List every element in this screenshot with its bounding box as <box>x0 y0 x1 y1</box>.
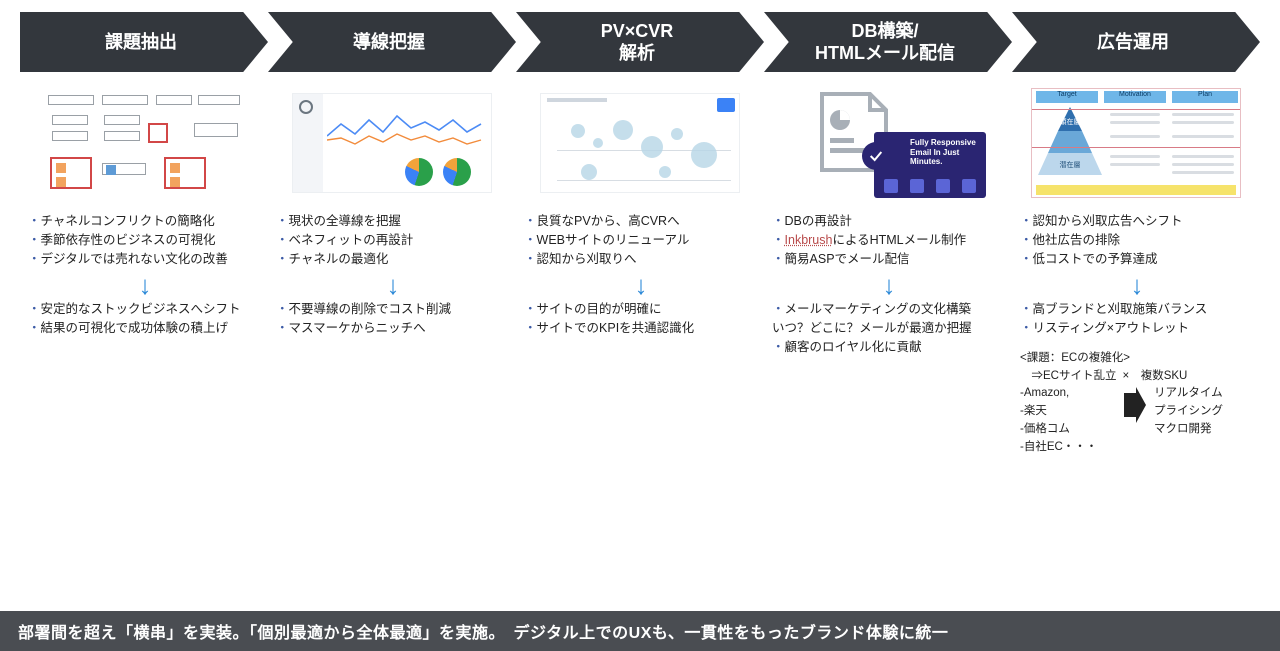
extra-item: -Amazon, <box>1020 385 1116 403</box>
bullet: 季節依存性のビジネスの可視化 <box>28 231 262 250</box>
bullet: 不要導線の削除でコスト削減 <box>276 300 510 319</box>
bullet: 簡易ASPでメール配信 <box>772 250 1006 269</box>
bullet: マスマーケからニッチへ <box>276 319 510 338</box>
col-header: Plan <box>1172 91 1238 98</box>
extra-item: マクロ開発 <box>1154 421 1223 439</box>
stage-2-content: 現状の全導線を把握 ベネフィットの再設計 チャネルの最適化 ↓ 不要導線の削除で… <box>268 212 516 338</box>
stage-4: DB構築/ HTMLメール配信 Fully ResponsiveEmail In… <box>764 12 1012 457</box>
bullet: 認知から刈取りへ <box>524 250 758 269</box>
footer-bar: 部署間を超え「横串」を実装。「個別最適から全体最適」を実施。 デジタル上でのUX… <box>0 611 1280 651</box>
extra-item: -価格コム <box>1020 421 1116 439</box>
svg-text:潜在層: 潜在層 <box>1060 160 1081 169</box>
stage-1-thumb <box>39 88 249 198</box>
bullet: 現状の全導線を把握 <box>276 212 510 231</box>
arrow-down-icon: ↓ <box>772 272 1006 298</box>
search-icon <box>717 98 735 112</box>
stage-4-content: DBの再設計 InkbrushによるHTMLメール制作 簡易ASPでメール配信 … <box>764 212 1012 357</box>
stage-2: 導線把握 現状の全導線を把握 ベネフィットの再設計 チャネルの最適化 ↓ <box>268 12 516 457</box>
stage-1-content: チャネルコンフリクトの簡略化 季節依存性のビジネスの可視化 デジタルでは売れない… <box>20 212 268 338</box>
stage-5: 広告運用 Target Motivation Plan 顕在層 潜在層 <box>1012 12 1260 457</box>
arrow-down-icon: ↓ <box>1020 272 1254 298</box>
stage-3: PV×CVR 解析 良質なPVから、高CVRへ WEBサイトのリニュー <box>516 12 764 457</box>
bullet: リスティング×アウトレット <box>1020 319 1254 338</box>
stage-2-title: 導線把握 <box>268 12 498 72</box>
bullet: メールマーケティングの文化構築 <box>772 300 1006 319</box>
extra-item: リアルタイム <box>1154 385 1223 403</box>
chevron-1: 課題抽出 <box>20 12 268 72</box>
extra-line: × 複数SKU <box>1122 368 1187 386</box>
bullet: 高ブランドと刈取施策バランス <box>1020 300 1254 319</box>
extra-item: プライシング <box>1154 403 1223 421</box>
col-header: Motivation <box>1104 91 1166 98</box>
arrow-down-icon: ↓ <box>524 272 758 298</box>
gear-icon <box>299 100 313 114</box>
bullet: 安定的なストックビジネスへシフト <box>28 300 262 319</box>
email-preview: Fully ResponsiveEmail In Just Minutes. <box>874 132 986 198</box>
stage-5-title: 広告運用 <box>1012 12 1242 72</box>
bullet: WEBサイトのリニューアル <box>524 231 758 250</box>
bullet: チャネルの最適化 <box>276 250 510 269</box>
extra-heading: <課題：ECの複雑化> <box>1020 350 1254 368</box>
stage-1-top-bullets: チャネルコンフリクトの簡略化 季節依存性のビジネスの可視化 デジタルでは売れない… <box>28 212 262 268</box>
stage-4-thumb: Fully ResponsiveEmail In Just Minutes. <box>783 88 993 198</box>
bullet: 結果の可視化で成功体験の積上げ <box>28 319 262 338</box>
chevron-2: 導線把握 <box>268 12 516 72</box>
svg-text:顕在層: 顕在層 <box>1060 117 1081 126</box>
arrow-down-icon: ↓ <box>28 272 262 298</box>
chevron-5: 広告運用 <box>1012 12 1260 72</box>
arrow-down-icon: ↓ <box>276 272 510 298</box>
check-icon <box>862 142 890 170</box>
bullet: サイトの目的が明確に <box>524 300 758 319</box>
stage-5-extra: <課題：ECの複雑化> ⇒ECサイト乱立 × 複数SKU -Amazon, -楽… <box>1020 350 1254 457</box>
bullet: DBの再設計 <box>772 212 1006 231</box>
stages-row: 課題抽出 <box>0 0 1280 457</box>
bullet: サイトでのKPIを共通認識化 <box>524 319 758 338</box>
stage-3-title: PV×CVR 解析 <box>516 12 746 72</box>
stage-5-content: 認知から刈取広告へシフト 他社広告の排除 低コストでの予算達成 ↓ 高ブランドと… <box>1012 212 1260 457</box>
bullet: ベネフィットの再設計 <box>276 231 510 250</box>
bullet: いつ？どこに？メールが最適か把握 <box>772 319 1006 338</box>
bullet: 良質なPVから、高CVRへ <box>524 212 758 231</box>
bullet: デジタルでは売れない文化の改善 <box>28 250 262 269</box>
stage-4-title: DB構築/ HTMLメール配信 <box>764 12 994 72</box>
footer-text: 部署間を超え「横串」を実装。「個別最適から全体最適」を実施。 デジタル上でのUX… <box>18 619 948 643</box>
stage-2-thumb <box>287 88 497 198</box>
bullet: 他社広告の排除 <box>1020 231 1254 250</box>
extra-line: ⇒ECサイト乱立 <box>1020 368 1116 386</box>
bullet: 顧客のロイヤル化に貢献 <box>772 338 1006 357</box>
stage-1-bottom-bullets: 安定的なストックビジネスへシフト 結果の可視化で成功体験の積上げ <box>28 300 262 338</box>
bullet: 認知から刈取広告へシフト <box>1020 212 1254 231</box>
bullet: InkbrushによるHTMLメール制作 <box>772 231 1006 250</box>
col-header: Target <box>1036 91 1098 98</box>
stage-5-thumb: Target Motivation Plan 顕在層 潜在層 <box>1031 88 1241 198</box>
stage-1-title: 課題抽出 <box>20 12 250 72</box>
stage-3-thumb <box>535 88 745 198</box>
extra-item: -楽天 <box>1020 403 1116 421</box>
bullet: チャネルコンフリクトの簡略化 <box>28 212 262 231</box>
extra-item: -自社EC・・・ <box>1020 439 1116 457</box>
chevron-4: DB構築/ HTMLメール配信 <box>764 12 1012 72</box>
bullet: 低コストでの予算達成 <box>1020 250 1254 269</box>
big-arrow-icon <box>1122 385 1148 432</box>
stage-1: 課題抽出 <box>20 12 268 457</box>
stage-3-content: 良質なPVから、高CVRへ WEBサイトのリニューアル 認知から刈取りへ ↓ サ… <box>516 212 764 338</box>
chevron-3: PV×CVR 解析 <box>516 12 764 72</box>
